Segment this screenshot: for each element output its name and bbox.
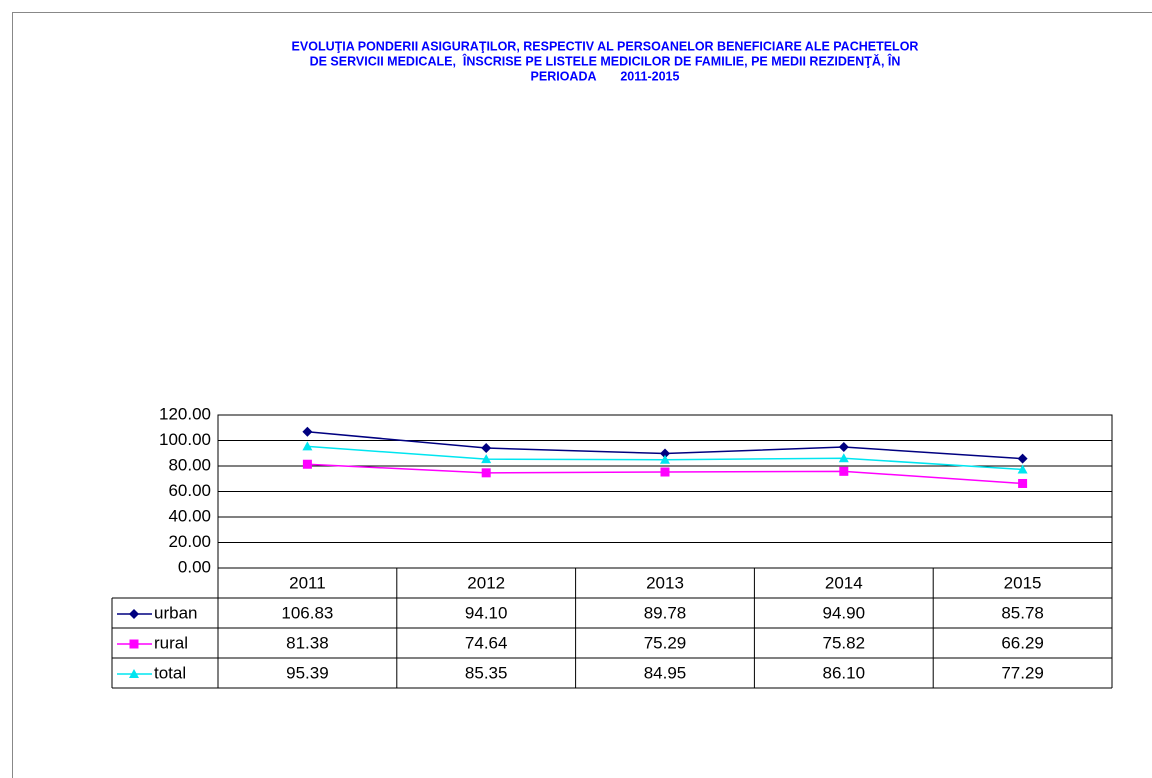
table-value: 89.78	[644, 603, 687, 622]
point	[481, 454, 492, 464]
point	[1018, 478, 1028, 488]
page-border	[12, 12, 1152, 778]
legend-marker	[129, 609, 139, 619]
plot-frame	[217, 414, 1113, 569]
x-tick-label: 2015	[1004, 573, 1042, 592]
legend-marker	[129, 639, 139, 649]
table-value: 85.78	[1001, 603, 1044, 622]
table-value: 94.10	[465, 603, 508, 622]
point	[302, 459, 312, 469]
point	[838, 442, 849, 453]
table-value: 81.38	[286, 633, 329, 652]
table-value: 77.29	[1001, 663, 1044, 682]
legend-label: urban	[154, 603, 197, 622]
point	[1017, 464, 1028, 474]
table-value: 86.10	[823, 663, 866, 682]
table-value: 75.29	[644, 633, 687, 652]
point	[660, 454, 670, 464]
point	[839, 466, 849, 476]
point	[838, 453, 849, 463]
legend-label: total	[154, 663, 186, 682]
y-tick-label: 80.00	[168, 455, 211, 474]
point	[660, 467, 670, 477]
point	[660, 448, 670, 459]
x-tick-label: 2013	[646, 573, 684, 592]
table-value: 75.82	[823, 633, 866, 652]
table-value: 106.83	[281, 603, 333, 622]
y-tick-label: 0.00	[178, 557, 211, 576]
legend-label: rural	[154, 633, 188, 652]
legend-marker	[129, 669, 139, 678]
table-value: 85.35	[465, 663, 508, 682]
y-tick-label: 120.00	[159, 404, 211, 423]
chart-title: EVOLUŢIA PONDERII ASIGURAŢILOR, RESPECTI…	[292, 39, 919, 53]
chart-title: DE SERVICII MEDICALE, ÎNSCRISE PE LISTEL…	[310, 53, 901, 68]
point	[302, 441, 313, 451]
y-tick-label: 60.00	[168, 481, 211, 500]
table-value: 95.39	[286, 663, 329, 682]
x-tick-label: 2011	[289, 573, 326, 592]
table-value: 66.29	[1001, 633, 1044, 652]
point	[481, 468, 491, 478]
point	[481, 443, 492, 454]
x-tick-label: 2014	[825, 573, 863, 592]
x-tick-label: 2012	[467, 573, 505, 592]
point	[1017, 453, 1028, 464]
y-tick-label: 20.00	[168, 532, 211, 551]
point	[302, 426, 313, 437]
table-value: 74.64	[465, 633, 508, 652]
chart-title: PERIOADA 2011-2015	[531, 69, 680, 83]
table-value: 84.95	[644, 663, 687, 682]
y-tick-label: 40.00	[168, 506, 211, 525]
table-value: 94.90	[823, 603, 866, 622]
y-tick-label: 100.00	[159, 430, 211, 449]
